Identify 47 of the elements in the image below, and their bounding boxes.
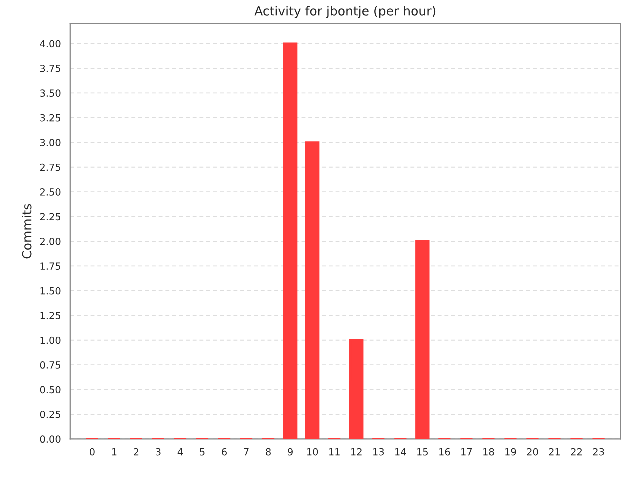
- x-tick-label: 5: [200, 448, 205, 456]
- x-tick-label: 11: [329, 448, 340, 456]
- x-tick-label: 10: [307, 448, 318, 456]
- y-tick-label: 2.50: [40, 188, 61, 196]
- y-tick-label: 3.50: [40, 90, 61, 98]
- y-tick-label: 3.00: [40, 139, 61, 146]
- x-tick-label: 7: [244, 448, 249, 456]
- x-tick-label: 2: [134, 448, 139, 456]
- chart-title: Activity for jbontje (per hour): [254, 6, 436, 18]
- x-tick-label: 1: [112, 448, 117, 456]
- x-tick-label: 18: [484, 448, 494, 456]
- y-tick-label: 2.25: [40, 213, 61, 221]
- x-tick-label: 0: [90, 448, 95, 456]
- y-tick-label: 2.75: [40, 164, 61, 172]
- bar: [416, 240, 430, 440]
- x-tick-label: 3: [156, 448, 161, 456]
- x-tick-label: 20: [527, 448, 538, 456]
- bar: [350, 339, 364, 440]
- x-tick-label: 12: [351, 448, 362, 456]
- x-tick-label: 21: [549, 448, 560, 456]
- x-tick-label: 15: [418, 448, 428, 456]
- y-tick-label: 1.25: [40, 312, 61, 320]
- bar: [305, 142, 320, 440]
- x-tick-label: 6: [222, 448, 227, 456]
- y-tick-label: 2.00: [40, 238, 61, 246]
- y-tick-label: 4.00: [40, 40, 61, 48]
- x-tick-label: 4: [178, 448, 184, 456]
- y-tick-label: 0.00: [40, 436, 61, 444]
- y-tick-label: 3.75: [40, 64, 61, 72]
- y-tick-label: 3.25: [40, 114, 61, 122]
- x-tick-label: 14: [396, 448, 406, 456]
- y-tick-label: 0.25: [40, 410, 61, 418]
- x-tick-label: 9: [288, 448, 293, 456]
- bar: [283, 42, 298, 440]
- y-tick-label: 0.75: [40, 362, 61, 369]
- x-tick-label: 19: [506, 448, 516, 456]
- x-tick-label: 8: [266, 448, 271, 456]
- x-tick-label: 13: [374, 448, 384, 456]
- x-tick-label: 17: [462, 448, 472, 456]
- x-tick-label: 22: [571, 448, 582, 456]
- y-tick-label: 1.00: [40, 336, 61, 344]
- y-axis-title: Commits: [22, 204, 32, 259]
- y-tick-label: 1.75: [40, 262, 61, 270]
- y-tick-label: 0.50: [40, 386, 61, 394]
- y-tick-label: 1.50: [40, 287, 61, 295]
- x-tick-label: 23: [593, 448, 604, 456]
- x-tick-label: 16: [440, 448, 450, 456]
